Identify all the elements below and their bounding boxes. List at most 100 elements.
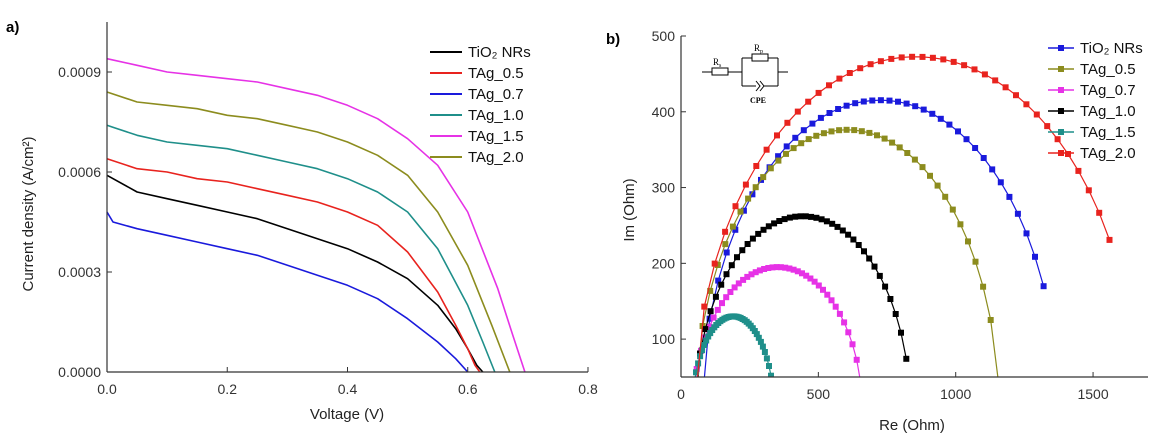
panel-b-data-point bbox=[955, 128, 961, 135]
panel-b-data-point bbox=[946, 121, 953, 128]
panel-b-data-point bbox=[761, 349, 768, 355]
panel-b-legend-marker bbox=[1058, 129, 1064, 135]
panel-b-data-point bbox=[768, 372, 774, 377]
panel-b-data-point bbox=[752, 269, 759, 276]
panel-b-data-point bbox=[782, 264, 789, 271]
panel-b-data-point bbox=[829, 220, 836, 227]
panel-b-data-point bbox=[992, 77, 999, 84]
panel-b-data-point bbox=[723, 271, 730, 278]
panel-b-data-point bbox=[818, 216, 825, 223]
panel-b-data-point bbox=[876, 272, 883, 279]
panel-b-data-point bbox=[815, 89, 822, 96]
panel-b-data-point bbox=[755, 230, 762, 237]
panel-a-series-group bbox=[106, 57, 526, 373]
panel-b-data-point bbox=[950, 58, 957, 65]
panel-b-data-point bbox=[711, 260, 718, 267]
panel-b-data-point bbox=[942, 193, 949, 200]
panel-b-data-point bbox=[1023, 230, 1030, 237]
panel-a: a) 0.0 0.2 0.4 0.6 0.8 0.0000 0.0003 0.0006 0.00… bbox=[6, 19, 598, 423]
panel-b-data-point bbox=[760, 226, 767, 233]
panel-a-y-tick-label: 0.0006 bbox=[58, 164, 101, 180]
panel-b-data-point bbox=[802, 213, 809, 220]
panel-b-data-point bbox=[759, 343, 766, 350]
circuit-label-s: s bbox=[719, 63, 722, 69]
panel-b-data-point bbox=[813, 214, 820, 221]
panel-b-data-point bbox=[784, 119, 791, 126]
panel-a-legend-label: TiO₂ NRs bbox=[468, 44, 531, 61]
panel-b-data-point bbox=[751, 328, 758, 334]
panel-b-data-point bbox=[971, 66, 978, 73]
panel-b-legend-marker bbox=[1058, 87, 1064, 93]
panel-b-data-point bbox=[766, 363, 772, 369]
panel-b-data-point bbox=[898, 329, 904, 336]
panel-b-data-point bbox=[820, 286, 826, 293]
cpe-element-icon bbox=[755, 80, 765, 92]
panel-b-data-point bbox=[707, 287, 714, 294]
panel-b-legend-label: TAg_1.0 bbox=[1080, 103, 1136, 120]
panel-b-data-point bbox=[699, 347, 706, 354]
panel-b-x-axis-title: Re (Ohm) bbox=[879, 417, 945, 434]
panel-b-data-point bbox=[1040, 283, 1047, 290]
panel-b-data-point bbox=[707, 308, 714, 315]
panel-b-data-point bbox=[824, 291, 831, 298]
panel-a-legend-label: TAg_0.5 bbox=[468, 65, 524, 82]
panel-b-data-point bbox=[748, 271, 755, 278]
panel-b-data-point bbox=[836, 310, 843, 317]
panel-b-data-point bbox=[773, 264, 780, 271]
panel-b-data-point bbox=[728, 262, 735, 269]
panel-a-y-tick-label: 0.0000 bbox=[58, 364, 101, 380]
panel-b-data-point bbox=[798, 140, 805, 147]
panel-b-data-point bbox=[783, 150, 789, 157]
panel-b-data-point bbox=[911, 156, 918, 163]
panel-b-data-point bbox=[1023, 101, 1030, 108]
panel-b-data-point bbox=[845, 329, 852, 336]
panel-b-data-point bbox=[995, 378, 1001, 384]
panel-b-data-point bbox=[790, 266, 797, 273]
panel-b-data-point bbox=[706, 315, 713, 322]
panel-b-data-point bbox=[732, 203, 739, 210]
panel-b-x-tick-label: 1500 bbox=[1077, 386, 1108, 402]
panel-b-data-point bbox=[794, 108, 801, 115]
panel-b-data-point bbox=[707, 330, 714, 337]
panel-b-data-point bbox=[803, 272, 810, 279]
panel-b-data-point bbox=[835, 106, 842, 112]
panel-b-data-point bbox=[781, 216, 788, 223]
panel-a-x-tick-label: 0.4 bbox=[338, 381, 358, 397]
panel-b-data-point bbox=[800, 127, 807, 134]
panel-b-legend-label: TAg_0.7 bbox=[1080, 82, 1136, 99]
panel-b-data-point bbox=[850, 236, 857, 243]
equivalent-circuit-inset: R s R p CPE bbox=[702, 43, 788, 105]
panel-b-data-point bbox=[783, 143, 790, 150]
panel-b-data-point bbox=[706, 323, 713, 330]
panel-b-data-point bbox=[839, 227, 846, 234]
panel-b-data-point bbox=[760, 174, 767, 181]
panel-b-data-point bbox=[714, 306, 721, 313]
panel-b-data-point bbox=[871, 263, 878, 270]
panel-b-data-point bbox=[889, 139, 896, 146]
panel-b-data-point bbox=[771, 220, 778, 227]
panel-b-data-point bbox=[731, 284, 738, 291]
panel-b-data-point bbox=[735, 280, 742, 287]
panel-b-data-point bbox=[836, 127, 843, 134]
panel-b-data-point bbox=[904, 150, 911, 156]
panel-b-data-point bbox=[853, 356, 860, 363]
panel-b-data-point bbox=[774, 132, 780, 139]
panel-a-x-tick-label: 0.0 bbox=[97, 381, 117, 397]
panel-b-data-point bbox=[722, 241, 729, 248]
panel-b-data-point bbox=[761, 266, 768, 272]
panel-a-series-line bbox=[106, 157, 481, 373]
panel-b-legend-marker bbox=[1058, 150, 1064, 156]
panel-b-data-point bbox=[841, 319, 848, 326]
panel-b-data-point bbox=[794, 268, 801, 275]
panel-b-data-point bbox=[832, 303, 839, 310]
panel-b-legend-label: TAg_2.0 bbox=[1080, 145, 1136, 162]
panel-b-data-point bbox=[927, 172, 933, 179]
panel-a-axes: 0.0 0.2 0.4 0.6 0.8 0.0000 0.0003 0.0006 0.0009 bbox=[58, 22, 598, 397]
panel-b-data-point bbox=[903, 355, 910, 362]
panel-b-data-point bbox=[809, 120, 816, 127]
panel-b-y-tick-label: 500 bbox=[652, 28, 676, 44]
panel-b-data-point bbox=[981, 71, 988, 78]
panel-b-data-point bbox=[823, 218, 830, 225]
panel-b-data-point bbox=[903, 100, 910, 107]
